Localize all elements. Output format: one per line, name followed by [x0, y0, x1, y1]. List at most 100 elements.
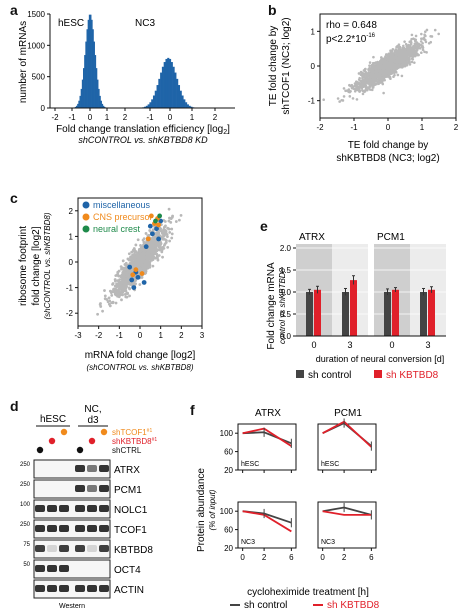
histogram-bar: [156, 85, 159, 108]
point-cns-precursor: [156, 222, 162, 228]
legend-swatch-kbtbd8: [374, 370, 382, 378]
scatter-point: [133, 252, 136, 256]
legend-shtcof1: shTCOF1#1: [112, 428, 152, 437]
scatter-point: [364, 86, 368, 90]
scatter-point: [401, 56, 405, 60]
p-value-annotation: p<2.2*10-16: [326, 33, 376, 45]
scatter-point: [386, 58, 390, 62]
scatter-point: [126, 257, 130, 261]
scatter-point: [401, 60, 404, 64]
blot-band: [87, 525, 97, 532]
legend-label: neural crest: [93, 224, 141, 234]
legend-swatch-control: [296, 370, 304, 378]
panel-label-c: c: [10, 190, 18, 206]
bar-control: [342, 292, 349, 336]
legend-label-kbtbd8: sh KBTBD8: [386, 370, 439, 381]
scatter-point: [401, 51, 404, 54]
blot-band: [99, 525, 109, 532]
x-axis-label: cycloheximide treatment [h]: [247, 587, 369, 598]
scatter-point: [368, 61, 372, 64]
x-tick-label: 1: [420, 123, 425, 132]
subplot-row-label: hESC: [241, 461, 259, 468]
y-axis-label-line2: shTCOF1 (NC3; log2): [281, 17, 292, 114]
scatter-point: [424, 30, 427, 34]
scatter-point: [144, 232, 148, 235]
scatter-point: [145, 258, 149, 261]
x-tick-label: -1: [116, 331, 124, 340]
scatter-point: [357, 86, 361, 89]
y-axis-label-line2: fold change [log2]: [31, 226, 42, 305]
scatter-point: [124, 295, 128, 299]
scatter-point: [124, 266, 127, 270]
scatter-point: [405, 44, 409, 48]
scatter-point: [433, 28, 437, 32]
scatter-point: [342, 87, 346, 90]
bar-kbtbd8: [392, 289, 399, 336]
x-tick-label: -1: [350, 123, 358, 132]
scatter-point: [394, 65, 398, 68]
scatter-point: [155, 255, 159, 258]
scatter-point: [389, 65, 393, 69]
scatter-point: [379, 81, 382, 84]
scatter-point: [429, 35, 432, 38]
scatter-point: [141, 264, 145, 268]
blot-band: [59, 545, 69, 552]
x-tick-label: 3: [200, 331, 205, 340]
scatter-point: [108, 304, 112, 308]
scatter-point: [121, 274, 125, 277]
scatter-point: [387, 64, 391, 68]
scatter-point: [420, 37, 423, 41]
blot-label-actin: ACTIN: [114, 585, 144, 596]
scatter-point: [103, 289, 106, 292]
subplot-pcm1-hesc: hESC: [317, 418, 377, 473]
blot-frame: [33, 579, 111, 599]
scatter-point: [124, 262, 128, 266]
scatter-point: [401, 46, 404, 50]
scatter-point: [355, 98, 359, 101]
scatter-point: [420, 51, 423, 54]
histogram-bar: [78, 100, 80, 108]
histogram-bar: [161, 66, 164, 108]
scatter-point: [111, 301, 115, 304]
histogram-bar: [97, 79, 99, 108]
scatter-point: [371, 86, 375, 89]
blot-band: [47, 525, 57, 532]
y-axis-sublabel: control vs shKBTBD8: [278, 267, 287, 344]
histogram-bar: [100, 100, 102, 108]
point-miscellaneous: [147, 223, 153, 229]
panel-a-chart: 0 500 1000 1500 -2 -1 0 1 2 -1 0 1 2 hESC NC3 numbe…: [18, 10, 235, 145]
blot-band: [47, 585, 57, 592]
histogram-bar: [83, 68, 85, 108]
scatter-point: [137, 249, 141, 252]
scatter-point: [135, 255, 139, 259]
scatter-point: [389, 70, 393, 74]
scatter-point: [413, 44, 417, 47]
scatter-point: [411, 55, 414, 58]
scatter-point: [179, 213, 183, 217]
scatter-point: [417, 46, 420, 50]
blot-band: [35, 585, 45, 592]
scatter-point: [107, 296, 111, 300]
scatter-point: [133, 258, 137, 262]
point-cns-precursor: [130, 272, 136, 278]
scatter-point: [407, 43, 410, 47]
scatter-point: [361, 92, 365, 96]
scatter-point: [410, 37, 413, 41]
y-tick-label: 1500: [27, 10, 45, 19]
scatter-point: [141, 252, 145, 255]
group-label-nc: NC,: [84, 404, 101, 415]
scatter-point: [365, 77, 369, 81]
y-tick-label: 60: [224, 448, 233, 457]
scatter-point: [122, 278, 126, 282]
scatter-point: [115, 285, 119, 289]
scatter-point: [372, 84, 375, 87]
blot-band: [75, 525, 85, 532]
blot-band: [35, 505, 45, 512]
y-axis-label-line1: ribosome footprint: [18, 226, 29, 306]
scatter-point: [420, 32, 423, 36]
histogram-bar: [76, 105, 78, 108]
histogram-bar: [91, 19, 93, 109]
scatter-point: [355, 80, 358, 83]
scatter-point: [386, 69, 390, 72]
x-tick-label: 2: [213, 113, 218, 122]
